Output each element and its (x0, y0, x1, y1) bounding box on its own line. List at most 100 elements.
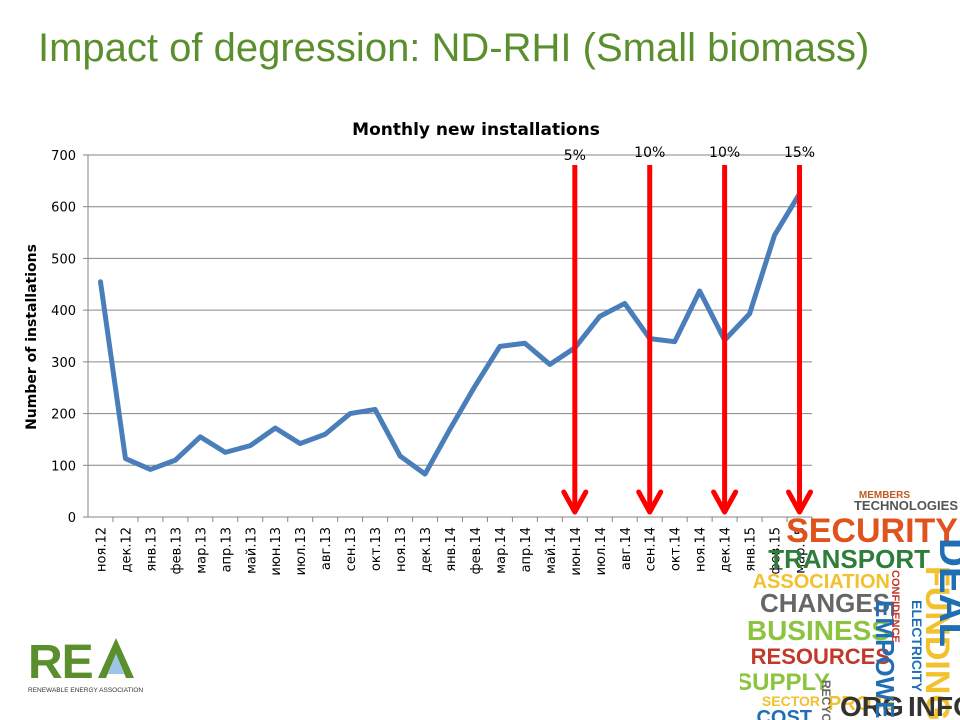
x-tick-label: мар.15 (794, 527, 809, 574)
data-point (323, 432, 327, 436)
x-tick-label: фев.14 (469, 527, 484, 574)
wordcloud-word: SECURITY (786, 512, 958, 550)
data-point (173, 458, 177, 462)
wordcloud-word: RESOURCES (751, 644, 890, 669)
logo-caption: RENEWABLE ENERGY ASSOCIATION (28, 687, 143, 694)
x-tick-label: май.14 (544, 527, 559, 574)
x-tick-label: июл.14 (594, 527, 609, 575)
wordcloud-word: SUPPLY (740, 669, 830, 696)
wordcloud-word: TRANSPORT (768, 544, 930, 574)
logo-letters-re: RE (28, 636, 93, 689)
x-tick-label: фев.13 (169, 527, 184, 574)
x-tick-label: июн.13 (269, 527, 284, 576)
word-cloud: MEMBERS TECHNOLOGIES SECURITY TRANSPORT ASSO… (740, 480, 960, 720)
degression-label: 10% (634, 145, 665, 161)
degression-annotations: 5% 10% 10% 15% (561, 145, 815, 515)
degression-arrow: 15% (784, 145, 815, 515)
data-point (373, 407, 377, 411)
data-point (448, 427, 452, 431)
data-point (748, 312, 752, 316)
degression-arrow: 5% (561, 148, 589, 515)
wordcloud-word: PROJE (828, 693, 896, 715)
x-tick-label: дек.12 (119, 527, 134, 573)
data-point (223, 450, 227, 454)
degression-label: 15% (784, 145, 815, 161)
data-point (198, 435, 202, 439)
y-tick-label: 400 (51, 304, 76, 319)
axes (83, 154, 813, 522)
x-tick-label: июн.14 (569, 527, 584, 576)
arrow-head (561, 489, 589, 515)
series-line (97, 191, 803, 477)
y-axis-label: Number of installations (24, 244, 40, 430)
y-tick-label: 700 (51, 149, 76, 164)
x-tick-label: ноя.14 (694, 527, 709, 572)
x-tick-label: янв.14 (444, 527, 459, 572)
degression-arrow: 10% (709, 145, 740, 515)
wordcloud-word: TECHNOLOGIES (854, 498, 958, 513)
wordcloud-word: CHANGES (760, 588, 890, 618)
x-tick-label: июл.13 (294, 527, 309, 575)
degression-label: 5% (564, 148, 586, 164)
x-tick-label: мар.13 (194, 527, 209, 574)
rea-logo: RE RENEWABLE ENERGY ASSOCIATION (28, 634, 148, 698)
x-tick-label: фев.15 (769, 527, 784, 574)
x-tick-label: сен.14 (644, 527, 659, 571)
x-tick-label: дек.13 (419, 527, 434, 573)
data-point (498, 344, 502, 348)
data-point (623, 301, 627, 305)
data-point (598, 314, 602, 318)
x-tick-label: сен.13 (344, 527, 359, 571)
wordcloud-word: SECTOR (762, 693, 820, 709)
y-tick-label: 200 (51, 408, 76, 423)
data-point (98, 280, 102, 284)
x-tick-label: апр.13 (219, 527, 234, 572)
data-point (473, 384, 477, 388)
degression-label: 10% (709, 145, 740, 161)
series-layer (97, 191, 803, 477)
x-tick-label: авг.14 (619, 527, 634, 570)
x-tick-label: окт.14 (669, 527, 684, 571)
chart-title: Monthly new installations (352, 120, 600, 140)
x-tick-label: дек.14 (719, 527, 734, 573)
wordcloud-word: CONFIDENCE (889, 570, 901, 643)
gridlines (88, 154, 812, 466)
x-tick-label: окт.13 (369, 527, 384, 571)
y-tick-labels: 0 100 200 300 400 500 600 700 (51, 149, 76, 526)
data-point (423, 472, 427, 476)
wordcloud-word: INFO (908, 691, 960, 720)
arrow-head (711, 489, 739, 515)
y-tick-label: 0 (68, 511, 76, 526)
x-tick-label: ноя.12 (94, 527, 109, 572)
data-point (673, 340, 677, 344)
x-tick-label: янв.13 (144, 527, 159, 572)
wordcloud-word: BUSINESS (747, 615, 890, 646)
data-point (773, 233, 777, 237)
arrow-head (636, 489, 664, 515)
wordcloud-word: COST (756, 707, 812, 720)
logo-a-shape (98, 638, 134, 678)
x-tick-label: ноя.13 (394, 527, 409, 572)
data-point (148, 467, 152, 471)
y-tick-label: 600 (51, 201, 76, 216)
wordcloud-word: RECYC (819, 680, 833, 720)
x-tick-label: мар.14 (494, 527, 509, 574)
data-point (698, 289, 702, 293)
data-point (523, 341, 527, 345)
y-tick-label: 500 (51, 252, 76, 267)
x-tick-label: авг.13 (319, 527, 334, 570)
data-point (273, 426, 277, 430)
arrow-head (786, 489, 814, 515)
x-tick-labels: ноя.12 дек.12 янв.13 фев.13 мар.13 апр.13 май.… (94, 527, 808, 576)
data-point (248, 444, 252, 448)
data-point (298, 442, 302, 446)
data-point (548, 362, 552, 366)
wordcloud-word: EMPOWER (870, 600, 900, 720)
wordcloud-word: FUNDING (918, 566, 956, 720)
wordcloud-word: ASSOCIATION (753, 571, 890, 593)
y-tick-label: 300 (51, 356, 76, 371)
wordcloud-word: DEAL (931, 538, 960, 647)
x-tick-label: апр.14 (519, 527, 534, 572)
